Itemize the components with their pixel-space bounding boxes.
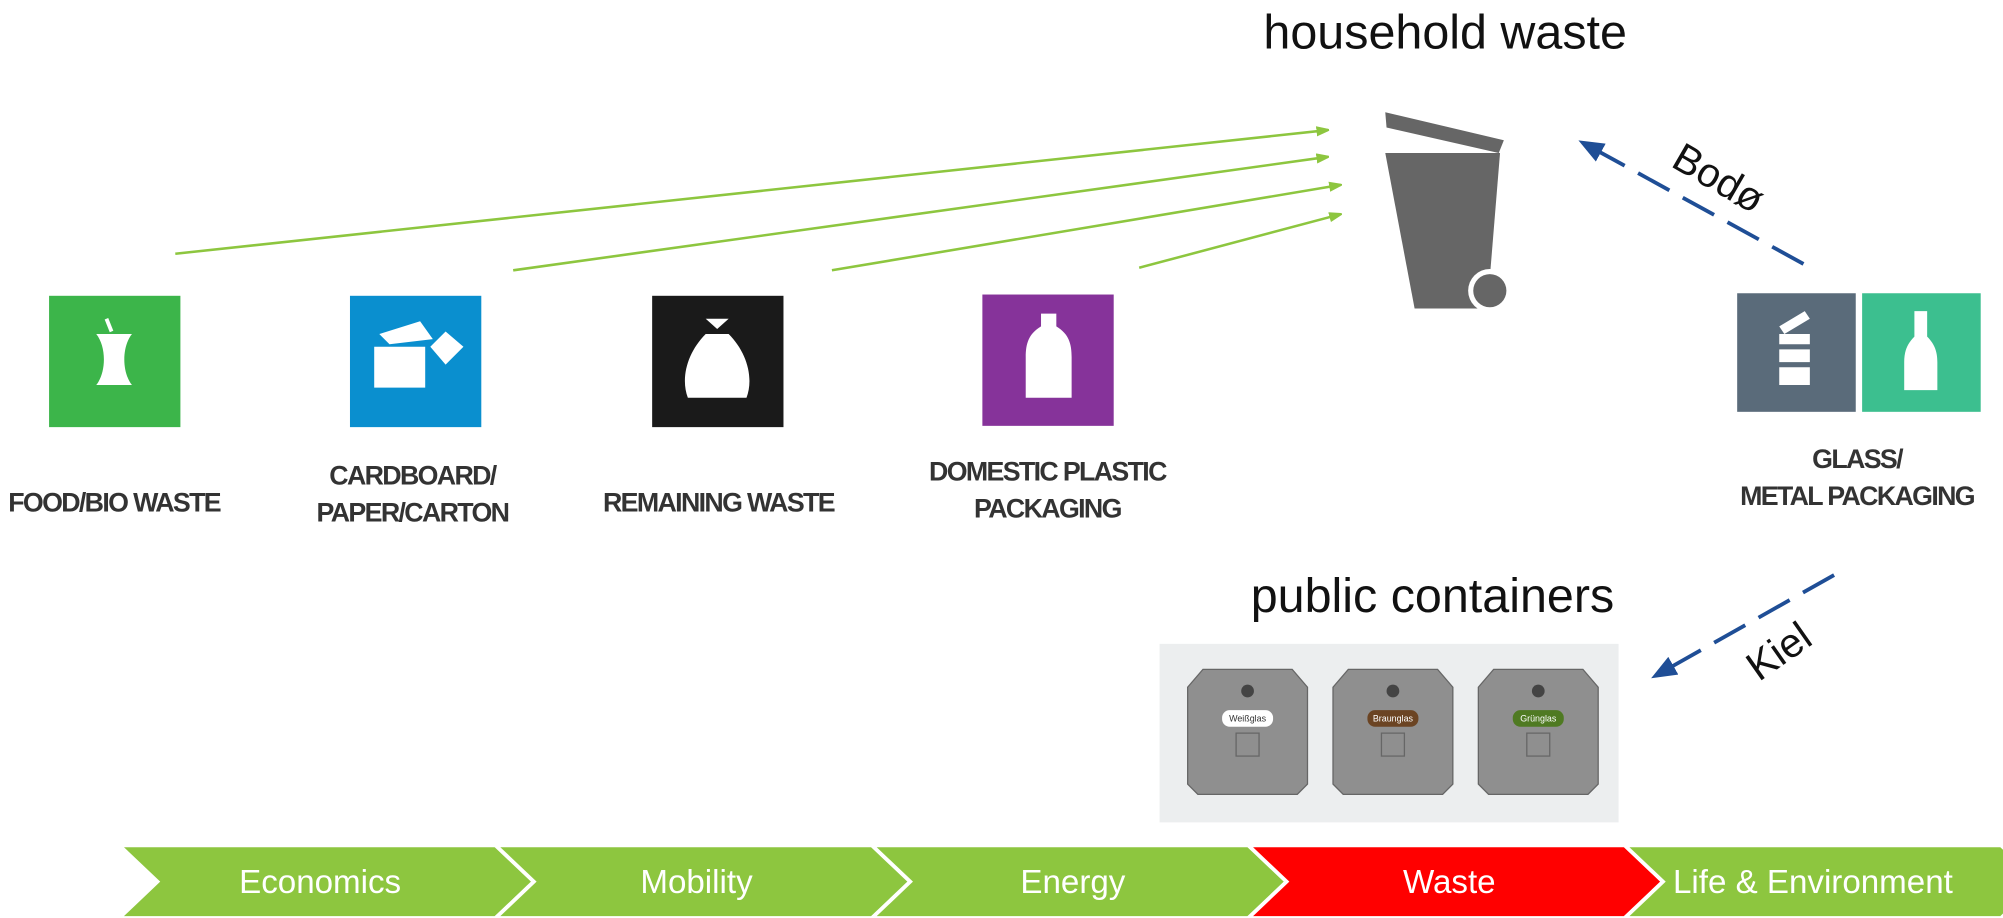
arrow	[1651, 573, 1836, 679]
arrow	[512, 157, 1328, 272]
container-slot	[1386, 684, 1400, 698]
category-label: GLASS/	[1812, 444, 1904, 474]
container-tag	[1367, 710, 1419, 727]
box	[374, 321, 464, 388]
category-label: PAPER/CARTON	[317, 497, 509, 527]
bin-icon	[1385, 112, 1512, 313]
category-label: CARDBOARD/	[329, 461, 498, 491]
green-arrows	[175, 130, 1341, 272]
food-icon	[49, 295, 181, 428]
container-body	[1332, 668, 1454, 795]
glass-metal-icon	[1737, 293, 1981, 412]
container-slot	[1531, 684, 1545, 698]
category-label: PACKAGING	[974, 494, 1122, 524]
arrow	[1578, 140, 1805, 266]
bin-body	[1385, 153, 1501, 309]
city-label: Bodø	[1665, 134, 1772, 223]
bin-lid	[1385, 112, 1504, 153]
blue-arrows	[1578, 140, 1836, 679]
nav-label[interactable]: Economics	[239, 864, 401, 901]
wheel	[1473, 274, 1507, 308]
glass-bottle	[1904, 311, 1938, 391]
nav-label[interactable]: Waste	[1403, 864, 1496, 901]
household-title: household waste	[1263, 5, 1627, 59]
arrow	[175, 130, 1328, 255]
cardboard-icon	[349, 295, 482, 428]
nav-bar: Economics Mobility Energy Waste Life & Envir…	[114, 843, 2003, 918]
container-label: Grünglas	[1520, 713, 1557, 723]
can	[1779, 311, 1810, 386]
nav-label[interactable]: Energy	[1020, 864, 1125, 901]
category-label: DOMESTIC PLASTIC	[929, 457, 1167, 487]
container-window	[1380, 732, 1406, 757]
nav-label[interactable]: Mobility	[640, 864, 753, 901]
containers: Weißglas Braunglas Grünglas	[1187, 668, 1599, 795]
container-body	[1477, 668, 1599, 795]
plastic-icon	[982, 294, 1114, 426]
city-label: Kiel	[1738, 613, 1820, 690]
public-title: public containers	[1251, 569, 1615, 623]
container-window	[1235, 732, 1260, 757]
remaining-icon	[652, 295, 784, 428]
nav-tab[interactable]	[1619, 843, 2003, 918]
bag	[684, 318, 750, 398]
apple	[96, 334, 132, 386]
category-labels: FOOD/BIO WASTE CARDBOARD/PAPER/CARTON REMA…	[8, 444, 1976, 528]
stem	[104, 318, 114, 333]
container-label: Braunglas	[1373, 713, 1414, 723]
container: Braunglas	[1332, 668, 1454, 795]
container: Weißglas	[1187, 668, 1309, 795]
category-label: REMAINING WASTE	[603, 487, 835, 517]
container-body	[1187, 668, 1309, 795]
container-tag	[1222, 710, 1274, 727]
container-label: Weißglas	[1229, 713, 1267, 723]
bottle	[1025, 313, 1072, 398]
container-tag	[1512, 710, 1564, 727]
category-label: METAL PACKAGING	[1740, 481, 1975, 511]
arrow	[831, 185, 1341, 272]
container: Grünglas	[1477, 668, 1599, 795]
arrow	[1138, 214, 1340, 269]
nav-label[interactable]: Life & Environment	[1673, 864, 1953, 901]
category-label: FOOD/BIO WASTE	[8, 487, 221, 517]
container-window	[1526, 732, 1551, 757]
container-slot	[1241, 684, 1254, 698]
